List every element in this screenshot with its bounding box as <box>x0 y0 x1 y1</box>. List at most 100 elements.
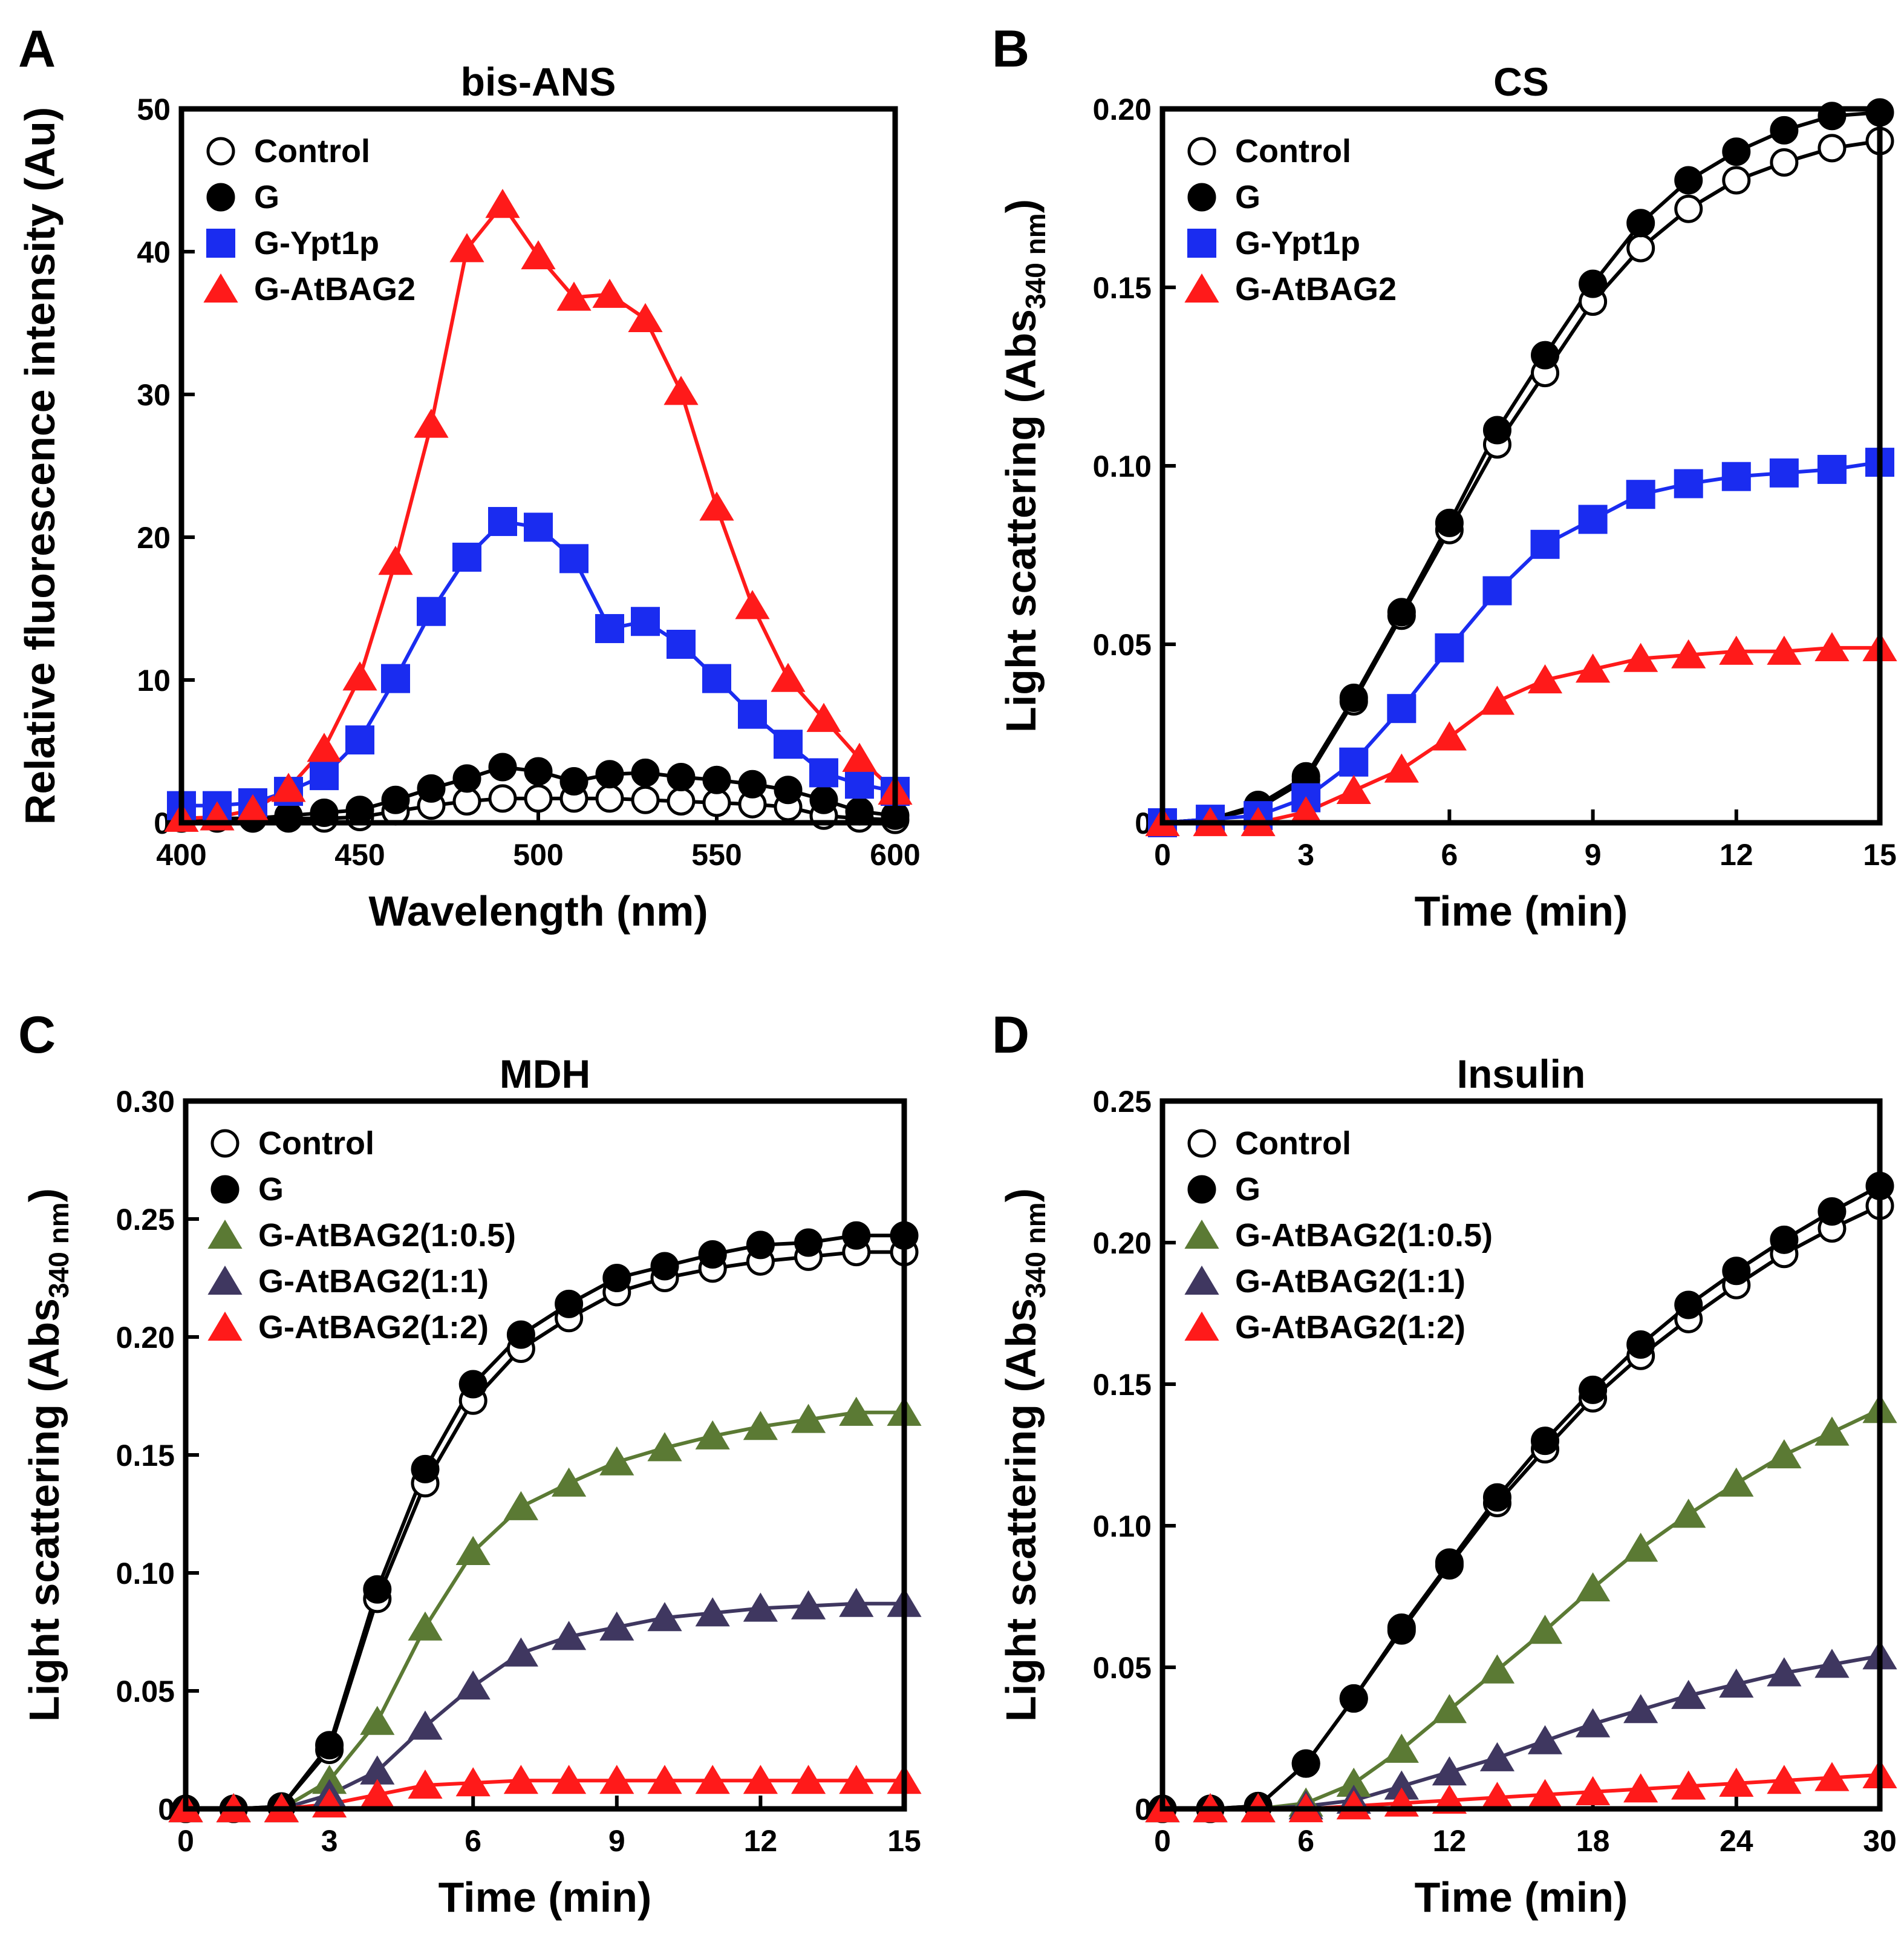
y-tick-label: 0.10 <box>116 1557 175 1590</box>
data-point <box>1479 685 1515 715</box>
data-point <box>650 1252 679 1281</box>
legend-label: Control <box>258 1125 374 1162</box>
data-point <box>360 1705 395 1735</box>
legend-label: G-AtBAG2(1:0.5) <box>1235 1217 1493 1253</box>
data-point <box>1482 1483 1511 1512</box>
x-tick-label: 6 <box>1297 1824 1314 1858</box>
data-point <box>408 1611 443 1641</box>
data-point <box>1576 1776 1611 1806</box>
y-axis-label: Light scattering (Abs340 nm) <box>997 1188 1051 1722</box>
data-point <box>458 1370 487 1399</box>
data-point <box>663 376 699 405</box>
data-point <box>345 725 374 755</box>
y-axis-label-main: Relative fluorescence intensity (Au) <box>16 107 64 825</box>
data-point <box>1527 664 1563 694</box>
data-point <box>315 1731 344 1760</box>
data-point <box>1579 1375 1608 1404</box>
y-axis-label-subscript: 340 nm <box>43 1202 74 1298</box>
y-axis-label: Light scattering (Abs340 nm) <box>21 1188 74 1722</box>
data-point <box>1719 1767 1754 1797</box>
data-point <box>521 240 556 270</box>
data-point <box>452 543 481 572</box>
x-tick-label: 0 <box>177 1824 194 1858</box>
data-point <box>345 796 374 825</box>
data-point <box>1817 454 1847 484</box>
data-point <box>503 1491 538 1520</box>
legend-marker <box>1184 1266 1219 1295</box>
y-tick-label: 30 <box>137 378 171 412</box>
data-point <box>1576 1572 1611 1602</box>
data-point <box>631 758 660 787</box>
data-point <box>595 760 624 789</box>
legend-label: G-Ypt1p <box>1235 225 1360 261</box>
data-point <box>698 1240 727 1269</box>
data-point <box>1674 194 1703 223</box>
legend-label: G-AtBAG2 <box>1235 271 1397 307</box>
y-axis-label-main: Light scattering (Abs <box>997 1298 1045 1722</box>
data-point <box>1578 505 1608 534</box>
series-line <box>1162 139 1880 825</box>
data-point <box>842 1221 871 1250</box>
legend-marker <box>206 229 235 258</box>
data-point <box>1722 166 1751 195</box>
data-point <box>1336 774 1371 804</box>
y-axis-label-main: Light scattering (Abs <box>21 1298 68 1722</box>
data-point <box>735 590 770 619</box>
series-line <box>186 1601 904 1811</box>
data-point <box>1479 1654 1515 1684</box>
data-point <box>1626 1330 1655 1359</box>
legend-marker <box>206 137 235 166</box>
data-point <box>455 1670 491 1700</box>
data-point <box>1432 1694 1467 1724</box>
x-tick-label: 9 <box>608 1824 625 1858</box>
data-point <box>695 1765 730 1794</box>
data-point <box>1814 632 1850 661</box>
legend-marker <box>206 183 235 212</box>
series-line <box>186 1410 904 1811</box>
data-point <box>1674 469 1703 498</box>
legend-marker <box>210 1175 240 1204</box>
legend-marker <box>1187 137 1216 166</box>
data-point <box>524 757 553 786</box>
data-point <box>842 742 877 772</box>
data-point <box>455 1767 491 1797</box>
data-point <box>1291 1749 1320 1778</box>
data-point <box>552 1467 587 1497</box>
data-point <box>702 664 731 693</box>
series-line <box>1162 110 1880 825</box>
series-line <box>1162 646 1880 825</box>
data-point <box>1482 416 1511 445</box>
data-point <box>695 1597 730 1627</box>
data-point <box>524 512 553 542</box>
x-tick-label: 600 <box>870 838 920 872</box>
y-tick-label: 0.20 <box>1093 1226 1152 1260</box>
data-point <box>1579 269 1608 298</box>
y-tick-label: 0.20 <box>1093 93 1152 126</box>
legend-label: G-AtBAG2(1:2) <box>258 1309 489 1345</box>
data-point <box>381 664 410 693</box>
data-point <box>1482 576 1512 606</box>
data-point <box>1623 642 1658 672</box>
data-point <box>559 767 588 796</box>
data-point <box>455 1535 491 1565</box>
data-point <box>1722 137 1751 166</box>
legend-marker <box>1187 1129 1216 1158</box>
x-tick-label: 500 <box>513 838 563 872</box>
panel-title: MDH <box>500 1051 590 1096</box>
x-tick-label: 3 <box>321 1824 338 1858</box>
data-point <box>1288 796 1323 826</box>
data-point <box>1674 1290 1703 1319</box>
data-point <box>774 730 803 759</box>
data-point <box>791 1404 826 1433</box>
data-point <box>1626 209 1655 238</box>
data-point <box>1818 1197 1847 1226</box>
data-point <box>746 1231 775 1260</box>
x-tick-label: 0 <box>1154 1824 1171 1858</box>
x-axis-label: Time (min) <box>439 1874 652 1921</box>
data-point <box>235 794 270 823</box>
data-point <box>310 761 339 791</box>
